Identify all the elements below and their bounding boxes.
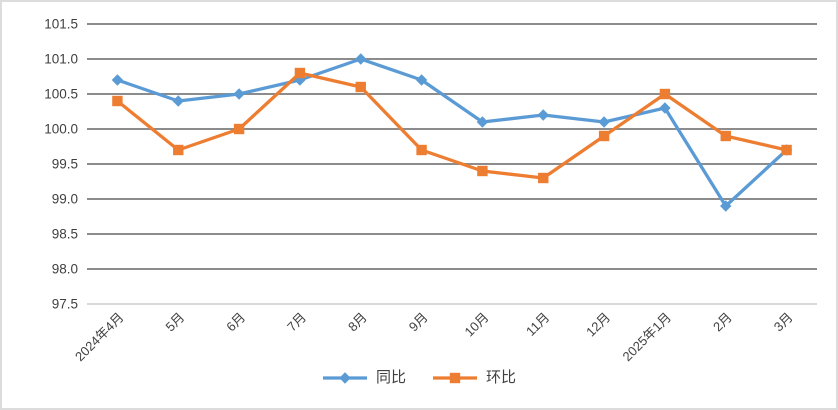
legend: 同比 环比 — [2, 370, 836, 385]
data-point-marker-square — [781, 144, 792, 156]
x-tick-label: 5月 — [162, 310, 187, 335]
data-point-marker-diamond — [720, 200, 732, 212]
data-point-marker-square — [294, 67, 306, 79]
data-point-marker-diamond — [415, 74, 428, 86]
y-tick-label: 98.5 — [52, 227, 78, 242]
x-tick-label: 11月 — [523, 310, 552, 339]
data-point-marker-square — [233, 123, 245, 135]
data-point-marker-square — [538, 172, 549, 184]
x-tick-label: 12月 — [583, 310, 613, 340]
x-tick-label: 3月 — [771, 310, 796, 335]
data-point-marker-square — [659, 88, 671, 100]
data-point-marker-square — [416, 144, 427, 156]
data-point-marker-diamond — [537, 109, 549, 121]
y-tick-label: 99.5 — [52, 157, 78, 172]
legend-item-huanbi: 环比 — [432, 370, 516, 385]
x-tick-label: 2024年4月 — [72, 310, 127, 365]
y-tick-label: 97.5 — [52, 297, 78, 312]
data-point-marker-diamond — [659, 102, 671, 114]
x-tick-label: 7月 — [284, 310, 309, 335]
data-point-marker-diamond — [476, 116, 489, 128]
data-point-marker-diamond — [172, 95, 184, 107]
x-tick-label: 9月 — [406, 310, 431, 335]
y-tick-label: 100.5 — [44, 87, 78, 102]
y-tick-label: 99.0 — [52, 192, 78, 207]
data-point-marker-square — [720, 130, 731, 142]
series-line-同比 — [115, 57, 789, 208]
data-point-marker-diamond — [111, 74, 124, 86]
legend-label-huanbi: 环比 — [486, 369, 517, 386]
y-tick-label: 100.0 — [44, 122, 78, 137]
x-tick-label: 8月 — [345, 310, 370, 335]
y-tick-label: 101.5 — [44, 17, 78, 32]
y-tick-label: 101.0 — [44, 52, 78, 67]
series-line-环比 — [115, 71, 789, 180]
data-point-marker-square — [112, 95, 123, 107]
data-point-marker-diamond — [598, 116, 610, 128]
yoy-line-marker-icon — [322, 371, 367, 384]
x-tick-label: 10月 — [462, 310, 492, 340]
x-tick-label: 2025年1月 — [619, 310, 674, 365]
x-tick-label: 2月 — [710, 310, 735, 335]
data-point-marker-diamond — [233, 88, 245, 100]
data-point-marker-square — [477, 165, 488, 177]
data-point-marker-square — [355, 81, 366, 93]
x-tick-label: 6月 — [223, 310, 248, 335]
data-point-marker-square — [598, 130, 610, 142]
data-point-marker-diamond — [355, 53, 367, 65]
legend-item-tongbi: 同比 — [322, 370, 406, 385]
mom-line-marker-icon — [433, 372, 477, 383]
data-point-marker-square — [173, 144, 184, 156]
legend-label-tongbi: 同比 — [375, 369, 406, 386]
y-tick-label: 98.0 — [52, 262, 78, 277]
